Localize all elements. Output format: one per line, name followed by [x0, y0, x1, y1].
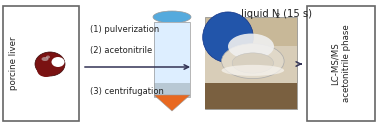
Ellipse shape: [228, 34, 274, 59]
Bar: [307, 6, 375, 121]
Text: (15 s): (15 s): [280, 9, 312, 19]
Ellipse shape: [153, 11, 191, 23]
Bar: [205, 17, 297, 109]
Bar: [154, 22, 190, 97]
Ellipse shape: [232, 53, 274, 73]
Ellipse shape: [222, 65, 284, 76]
Ellipse shape: [46, 55, 50, 59]
Text: LC-MS/MS
acetonitrile phase: LC-MS/MS acetonitrile phase: [331, 25, 352, 102]
Text: 2: 2: [275, 13, 279, 20]
Ellipse shape: [51, 57, 65, 67]
Bar: [154, 22, 190, 83]
Bar: [154, 83, 190, 97]
Ellipse shape: [35, 52, 65, 76]
Bar: [205, 83, 297, 109]
Polygon shape: [154, 95, 190, 111]
Ellipse shape: [203, 12, 253, 62]
Text: (3) centrifugation: (3) centrifugation: [90, 86, 164, 96]
Text: liquid N: liquid N: [241, 9, 279, 19]
Text: porcine liver: porcine liver: [9, 37, 19, 90]
Ellipse shape: [37, 63, 55, 77]
Ellipse shape: [42, 57, 48, 61]
Bar: [205, 46, 297, 83]
Text: (2) acetonitrile: (2) acetonitrile: [90, 46, 152, 55]
Ellipse shape: [222, 44, 284, 79]
Bar: [3, 6, 79, 121]
Text: (1) pulverization: (1) pulverization: [90, 26, 159, 35]
